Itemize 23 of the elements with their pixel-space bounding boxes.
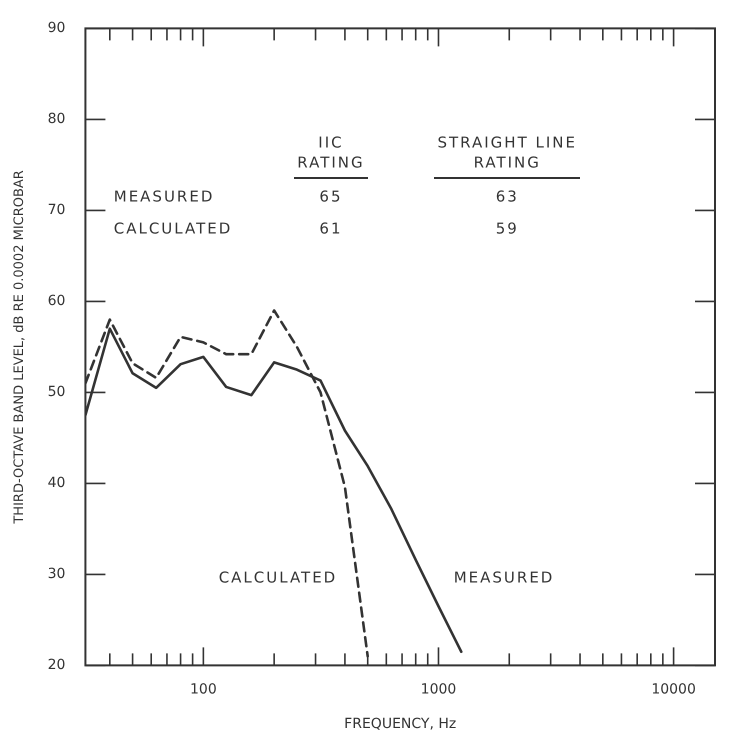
- y-tick-label: 80: [48, 111, 66, 128]
- annotation: 63: [496, 188, 519, 206]
- annotation: STRAIGHT LINE RATING: [437, 134, 577, 172]
- y-tick-label: 20: [48, 657, 66, 674]
- x-tick-label: 10000: [651, 681, 696, 698]
- annotation: IIC RATING: [297, 134, 365, 172]
- y-tick-label: 50: [48, 384, 66, 400]
- annotation: 59: [496, 220, 519, 238]
- x-axis-title: FREQUENCY, Hz: [344, 716, 456, 732]
- annotation: 61: [319, 220, 342, 238]
- x-tick-label: 1000: [420, 681, 456, 698]
- y-tick-label: 70: [48, 202, 66, 218]
- series-label: MEASURED: [454, 568, 554, 587]
- y-tick-label: 40: [48, 475, 66, 492]
- y-tick-label: 60: [48, 293, 66, 310]
- annotation: CALCULATED: [114, 220, 232, 238]
- series-label: CALCULATED: [218, 568, 338, 587]
- x-tick-label: 100: [190, 681, 217, 698]
- y-tick-label: 90: [48, 20, 66, 36]
- y-tick-label: 30: [48, 566, 66, 582]
- y-axis-title: THIRD-OCTAVE BAND LEVEL, dB RE 0.0002 MICROBAR: [12, 170, 28, 525]
- annotation: 65: [319, 188, 342, 206]
- annotation: MEASURED: [114, 188, 214, 206]
